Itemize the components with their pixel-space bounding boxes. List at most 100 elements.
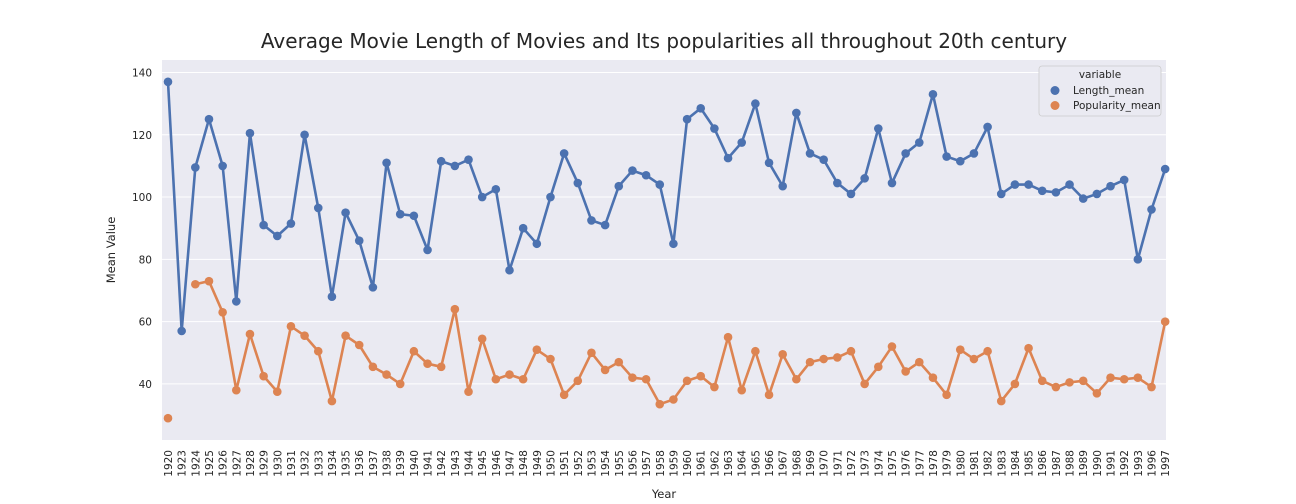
point-Length_mean-1939 <box>395 209 405 219</box>
x-tick-label-1954: 1954 <box>600 450 612 477</box>
point-Popularity_mean-1920 <box>163 413 173 423</box>
point-Length_mean-1928 <box>245 128 255 138</box>
x-tick-label-1931: 1931 <box>286 450 298 477</box>
point-Popularity_mean-1957 <box>641 374 651 384</box>
plot-background <box>162 60 1166 440</box>
point-Length_mean-1937 <box>368 283 378 292</box>
point-Popularity_mean-1930 <box>272 387 282 397</box>
point-Length_mean-1926 <box>218 161 227 171</box>
y-tick-label-80: 80 <box>139 254 152 266</box>
point-Length_mean-1997 <box>1160 164 1170 174</box>
y-tick-label-60: 60 <box>139 317 152 329</box>
point-Popularity_mean-1978 <box>928 373 938 383</box>
point-Length_mean-1970 <box>819 155 828 164</box>
x-tick-label-1987: 1987 <box>1051 450 1063 477</box>
x-tick-label-1952: 1952 <box>573 450 585 477</box>
point-Popularity_mean-1986 <box>1037 376 1047 386</box>
x-tick-label-1960: 1960 <box>682 450 694 477</box>
point-Popularity_mean-1977 <box>914 357 924 367</box>
point-Popularity_mean-1962 <box>710 382 719 392</box>
x-tick-label-1971: 1971 <box>832 450 844 477</box>
y-tick-label-140: 140 <box>132 67 152 79</box>
x-tick-label-1928: 1928 <box>245 450 257 477</box>
y-tick-label-40: 40 <box>139 379 152 391</box>
x-tick-label-1943: 1943 <box>450 450 462 477</box>
point-Popularity_mean-1981 <box>969 354 979 364</box>
x-tick-label-1977: 1977 <box>914 450 926 477</box>
point-Length_mean-1942 <box>436 156 446 166</box>
x-tick-label-1939: 1939 <box>395 450 407 477</box>
point-Length_mean-1931 <box>286 219 296 228</box>
point-Length_mean-1955 <box>614 181 624 191</box>
point-Length_mean-1986 <box>1037 186 1047 196</box>
point-Length_mean-1976 <box>901 149 910 158</box>
x-tick-label-1967: 1967 <box>778 450 790 477</box>
point-Popularity_mean-1929 <box>259 371 268 381</box>
point-Popularity_mean-1970 <box>819 354 828 364</box>
point-Popularity_mean-1958 <box>655 399 665 409</box>
point-Popularity_mean-1965 <box>751 346 760 356</box>
legend-title: variable <box>1079 69 1121 81</box>
point-Popularity_mean-1976 <box>901 367 910 376</box>
x-tick-label-1981: 1981 <box>969 450 981 477</box>
x-tick-label-1927: 1927 <box>231 450 243 477</box>
point-Popularity_mean-1936 <box>354 340 364 350</box>
point-Length_mean-1987 <box>1051 188 1061 197</box>
point-Length_mean-1941 <box>423 245 432 255</box>
point-Popularity_mean-1979 <box>942 390 951 400</box>
x-tick-labels: 1920 1923 1924 1925 1926 1927 1928 1929 1930 1931… <box>163 450 1172 477</box>
x-tick-label-1980: 1980 <box>955 450 967 477</box>
point-Popularity_mean-1944 <box>464 387 473 397</box>
point-Popularity_mean-1991 <box>1106 373 1115 383</box>
x-tick-label-1962: 1962 <box>709 450 721 477</box>
point-Length_mean-1920 <box>163 77 173 87</box>
point-Popularity_mean-1996 <box>1147 382 1156 392</box>
point-Length_mean-1965 <box>751 99 760 108</box>
point-Popularity_mean-1927 <box>231 385 241 395</box>
point-Popularity_mean-1985 <box>1024 343 1033 353</box>
point-Popularity_mean-1933 <box>313 346 323 356</box>
x-tick-label-1975: 1975 <box>887 450 899 477</box>
point-Popularity_mean-1983 <box>996 396 1006 406</box>
x-tick-label-1988: 1988 <box>1065 450 1077 477</box>
point-Popularity_mean-1963 <box>723 332 733 342</box>
point-Length_mean-1946 <box>491 184 501 194</box>
point-Popularity_mean-1935 <box>341 331 350 340</box>
point-Length_mean-1927 <box>231 297 241 306</box>
point-Length_mean-1948 <box>518 223 528 233</box>
point-Length_mean-1930 <box>272 231 282 241</box>
x-tick-label-1955: 1955 <box>614 450 626 477</box>
point-Length_mean-1975 <box>887 178 897 188</box>
point-Popularity_mean-1961 <box>696 371 706 381</box>
x-tick-label-1932: 1932 <box>300 450 312 477</box>
point-Popularity_mean-1953 <box>587 348 596 358</box>
x-tick-label-1982: 1982 <box>983 450 995 477</box>
point-Length_mean-1985 <box>1024 180 1033 189</box>
point-Length_mean-1929 <box>259 220 268 230</box>
point-Popularity_mean-1928 <box>245 329 255 339</box>
point-Length_mean-1938 <box>382 158 391 168</box>
point-Length_mean-1949 <box>532 239 542 249</box>
point-Popularity_mean-1941 <box>423 359 432 368</box>
x-tick-label-1936: 1936 <box>354 450 366 477</box>
x-tick-label-1961: 1961 <box>696 450 708 477</box>
point-Length_mean-1956 <box>628 166 637 175</box>
chart-title: Average Movie Length of Movies and Its p… <box>261 29 1067 53</box>
point-Length_mean-1982 <box>983 122 992 132</box>
point-Length_mean-1980 <box>955 156 965 166</box>
point-Popularity_mean-1946 <box>491 374 501 384</box>
point-Length_mean-1988 <box>1065 180 1074 189</box>
x-tick-label-1925: 1925 <box>204 450 216 477</box>
x-tick-label-1970: 1970 <box>819 450 831 477</box>
point-Length_mean-1959 <box>669 239 678 249</box>
x-tick-label-1946: 1946 <box>491 450 503 477</box>
x-tick-label-1969: 1969 <box>805 450 817 477</box>
point-Popularity_mean-1949 <box>532 345 542 354</box>
point-Length_mean-1947 <box>505 265 514 275</box>
point-Length_mean-1966 <box>764 158 774 168</box>
point-Length_mean-1960 <box>682 114 692 124</box>
gridlines <box>162 71 1166 385</box>
point-Length_mean-1936 <box>354 236 364 245</box>
point-Popularity_mean-1968 <box>792 374 801 384</box>
